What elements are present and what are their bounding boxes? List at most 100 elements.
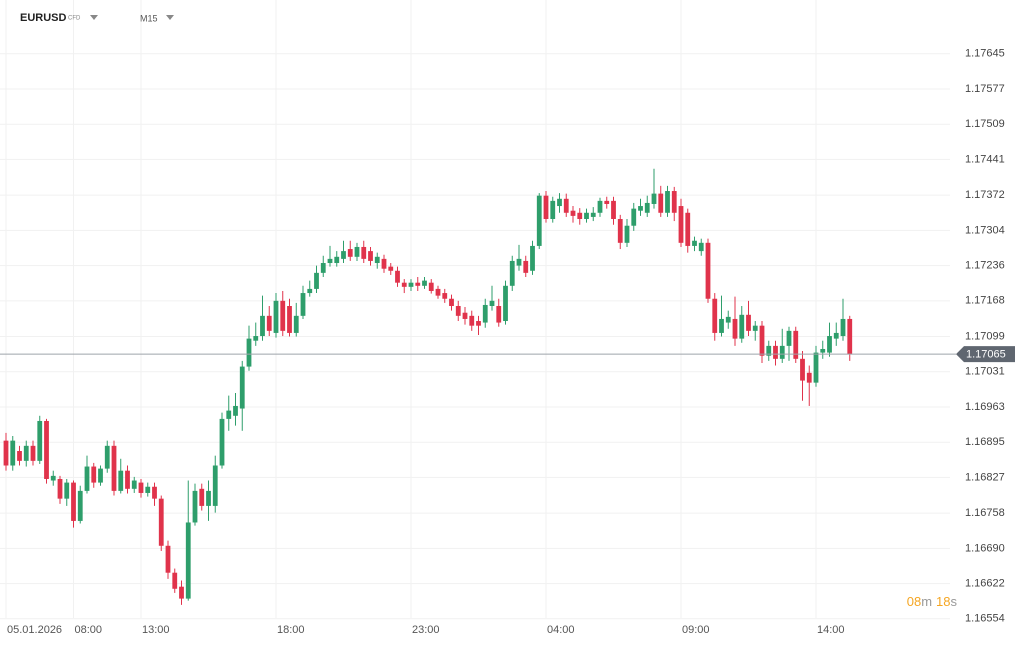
candle-body — [84, 466, 90, 491]
candle-body — [138, 482, 144, 493]
y-tick-label: 1.17645 — [965, 48, 1005, 60]
y-tick-label: 1.16622 — [965, 577, 1005, 589]
candle-body — [692, 240, 697, 246]
candle-body — [327, 258, 333, 264]
candle-body — [584, 212, 589, 219]
candle-body — [37, 420, 43, 461]
candle-body — [280, 300, 286, 331]
candle-body — [260, 315, 265, 337]
candle-body — [266, 315, 272, 331]
candle-body — [300, 293, 306, 316]
candle-body — [125, 470, 130, 489]
candle-body — [111, 445, 117, 491]
candle-body — [77, 490, 83, 521]
last-price-label: 1.17065 — [966, 349, 1006, 361]
candle-body — [44, 420, 49, 479]
candle-body — [314, 272, 319, 289]
candle-body — [57, 478, 63, 499]
timeframe[interactable]: M15 — [140, 13, 158, 23]
candle-body — [725, 316, 731, 323]
candle-body — [462, 312, 468, 319]
candle-body — [746, 314, 751, 331]
candle-body — [476, 321, 481, 326]
y-tick-label: 1.17372 — [965, 189, 1005, 201]
candle-body — [543, 195, 549, 219]
candle-body — [489, 300, 495, 306]
candle-body — [320, 263, 326, 273]
candle-body — [347, 249, 353, 257]
candle-body — [354, 246, 360, 257]
symbol-dropdown[interactable] — [90, 15, 98, 20]
x-tick-label: 14:00 — [817, 624, 845, 636]
candle-body — [10, 440, 16, 466]
y-tick-label: 1.16554 — [965, 613, 1005, 625]
candle-body — [165, 545, 171, 573]
last-price-tag — [956, 346, 1015, 363]
y-tick-label: 1.16963 — [965, 401, 1005, 413]
candle-body — [91, 466, 97, 483]
candle-body — [428, 282, 434, 291]
candle-body — [118, 470, 124, 491]
candle-body — [287, 305, 292, 333]
y-tick-label: 1.17236 — [965, 260, 1005, 272]
x-tick-label: 04:00 — [547, 624, 575, 636]
candle-body — [226, 410, 232, 419]
x-tick-label: 09:00 — [682, 624, 710, 636]
candle-body — [793, 330, 799, 359]
candle-body — [401, 282, 407, 287]
candle-body — [131, 480, 137, 489]
candle-body — [638, 206, 643, 211]
candle-body — [590, 212, 596, 217]
candle-body — [145, 486, 151, 493]
candle-body — [374, 256, 380, 264]
countdown: 08m 18s — [907, 594, 958, 609]
candle-body — [570, 210, 576, 216]
candle-body — [766, 345, 772, 356]
candle-body — [685, 212, 691, 246]
x-tick-label: 05.01.2026 — [7, 624, 62, 636]
candle-body — [273, 300, 279, 333]
countdown-seconds: 18 — [936, 594, 950, 609]
candle-body — [557, 198, 562, 207]
candle-body — [442, 293, 448, 299]
candle-body — [158, 498, 164, 546]
candle-body — [516, 258, 522, 266]
y-tick-label: 1.17099 — [965, 330, 1005, 342]
candle-body — [395, 270, 400, 283]
candle-body — [840, 318, 846, 337]
y-tick-label: 1.17577 — [965, 83, 1005, 95]
candle-body — [536, 195, 542, 246]
candle-body — [678, 206, 684, 243]
candle-body — [631, 208, 637, 226]
candle-body — [152, 486, 157, 499]
candle-body — [172, 572, 178, 589]
candle-body — [3, 440, 9, 466]
candle-body — [820, 348, 826, 353]
candle-body — [408, 282, 414, 287]
candle-body — [827, 336, 832, 353]
candle-body — [199, 488, 205, 506]
timeframe-dropdown[interactable] — [166, 15, 174, 20]
y-tick-label: 1.17441 — [965, 153, 1005, 165]
candle-body — [563, 198, 569, 213]
candle-body — [104, 445, 110, 469]
candle-body — [496, 305, 502, 323]
y-tick-label: 1.16827 — [965, 471, 1005, 483]
candle-body — [611, 200, 616, 219]
x-tick-label: 18:00 — [277, 624, 305, 636]
candle-body — [671, 191, 677, 213]
candle-body — [185, 522, 191, 599]
candle-body — [341, 251, 346, 259]
countdown-unit: m — [921, 594, 932, 609]
candle-body — [759, 325, 765, 356]
candle-body — [415, 282, 421, 286]
candle-body — [644, 202, 650, 213]
candle-body — [469, 315, 475, 326]
candle-body — [212, 465, 218, 506]
symbol[interactable]: EURUSD — [20, 12, 67, 24]
candle-body — [23, 445, 29, 461]
instrument-type: CFD — [68, 16, 81, 22]
candle-body — [658, 193, 664, 213]
